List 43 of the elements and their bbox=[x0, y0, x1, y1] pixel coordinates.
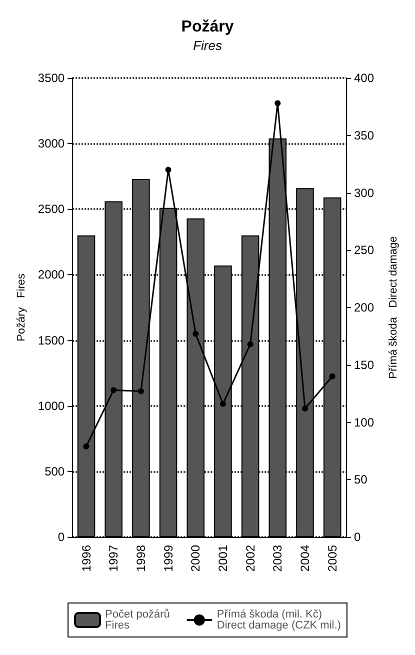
y-tick-label: 1000 bbox=[38, 398, 65, 413]
point bbox=[138, 388, 144, 394]
y-tick-label: 500 bbox=[44, 464, 65, 478]
y-tick-label: 0 bbox=[58, 530, 65, 544]
point bbox=[110, 387, 117, 394]
point bbox=[302, 405, 308, 412]
x-tick-label: 2005 bbox=[325, 544, 340, 572]
legend-label: Počet požárů Fires bbox=[105, 608, 170, 632]
y2-tick-label: 100 bbox=[354, 415, 374, 430]
y2-tick-label: 50 bbox=[354, 472, 368, 487]
y-tick-label: 2000 bbox=[38, 268, 65, 282]
point bbox=[165, 166, 172, 173]
point bbox=[192, 330, 199, 337]
chart-title: Požáry bbox=[181, 18, 234, 36]
y-tick-label: 2500 bbox=[38, 202, 65, 216]
y-tick-label: 1500 bbox=[38, 333, 65, 348]
y-tick-label: 3500 bbox=[38, 71, 65, 85]
point bbox=[247, 341, 254, 348]
y2-tick-label: 250 bbox=[354, 243, 374, 258]
x-tick-label: 2001 bbox=[216, 544, 230, 572]
point bbox=[220, 400, 226, 407]
x-tick-label: 2004 bbox=[298, 544, 312, 572]
y2-tick-label: 400 bbox=[354, 71, 374, 85]
x-tick-label: 1997 bbox=[106, 544, 121, 572]
legend-label: Přímá škoda (mil. Kč) Direct damage (CZK mil.) bbox=[216, 608, 341, 632]
x-tick-label: 1999 bbox=[161, 544, 176, 572]
chart-subtitle: Fires bbox=[193, 38, 222, 53]
y2-tick-label: 200 bbox=[354, 300, 374, 314]
point bbox=[274, 100, 281, 106]
point bbox=[329, 373, 336, 380]
point bbox=[83, 443, 90, 450]
y-tick-label: 3000 bbox=[38, 136, 65, 151]
y2-tick-label: 0 bbox=[354, 530, 361, 544]
x-tick-label: 1998 bbox=[134, 544, 148, 572]
y2-axis-title: Přímá škoda Direct damage bbox=[388, 236, 400, 379]
y2-tick-label: 300 bbox=[354, 186, 374, 200]
x-tick-label: 1996 bbox=[79, 544, 94, 572]
y2-tick-label: 150 bbox=[354, 358, 374, 372]
x-tick-label: 2003 bbox=[270, 544, 285, 572]
y2-tick-label: 350 bbox=[354, 128, 374, 142]
y-axis-title: Požáry Fires bbox=[16, 273, 28, 342]
x-tick-label: 2000 bbox=[188, 544, 203, 572]
x-tick-label: 2002 bbox=[243, 544, 258, 572]
